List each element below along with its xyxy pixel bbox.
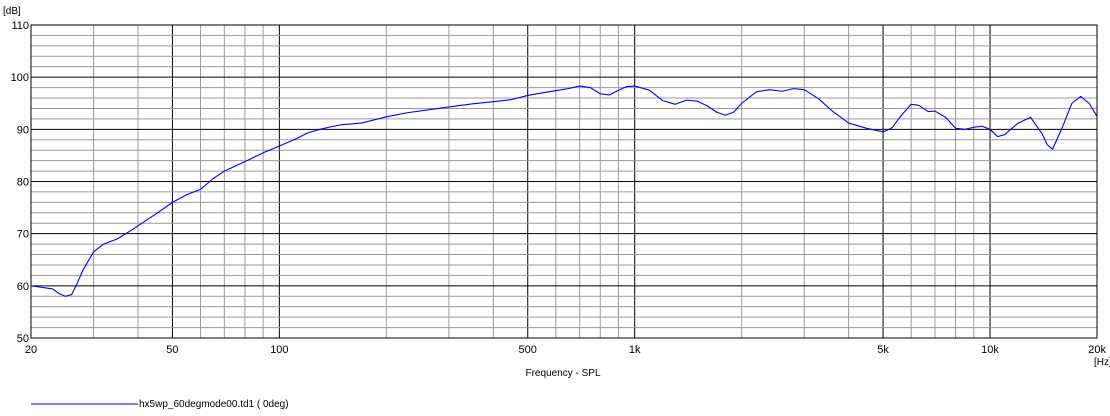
series-layer [30,85,1098,297]
y-tick-label: 100 [11,72,29,84]
y-tick-label: 80 [17,177,29,189]
y-tick-label: 70 [17,229,29,241]
x-axis-label: Frequency - SPL [525,368,600,379]
legend-label: hx5wp_60degmode00.td1 ( 0deg) [139,399,289,410]
grid-lines [31,25,1097,338]
x-tick-label: 20k [1088,344,1106,356]
series-line [30,85,1098,297]
x-axis-unit: [Hz] [1094,357,1110,368]
y-tick-label: 60 [17,281,29,293]
x-tick-label: 20 [25,344,37,356]
y-axis-ticks: 50 60 70 80 90 100 110 [11,20,29,345]
x-tick-label: 5k [877,344,889,356]
x-tick-label: 10k [981,344,999,356]
y-axis-unit: [dB] [3,6,21,17]
x-tick-label: 50 [166,344,178,356]
plot-frame [30,24,1098,339]
x-tick-label: 500 [519,344,537,356]
x-tick-label: 100 [270,344,288,356]
x-axis-ticks: 20 50 100 500 1k 5k 10k 20k [25,344,1107,356]
y-tick-label: 110 [11,20,29,32]
x-tick-label: 1k [629,344,641,356]
y-tick-label: 90 [17,124,29,136]
y-tick-label: 50 [17,333,29,345]
